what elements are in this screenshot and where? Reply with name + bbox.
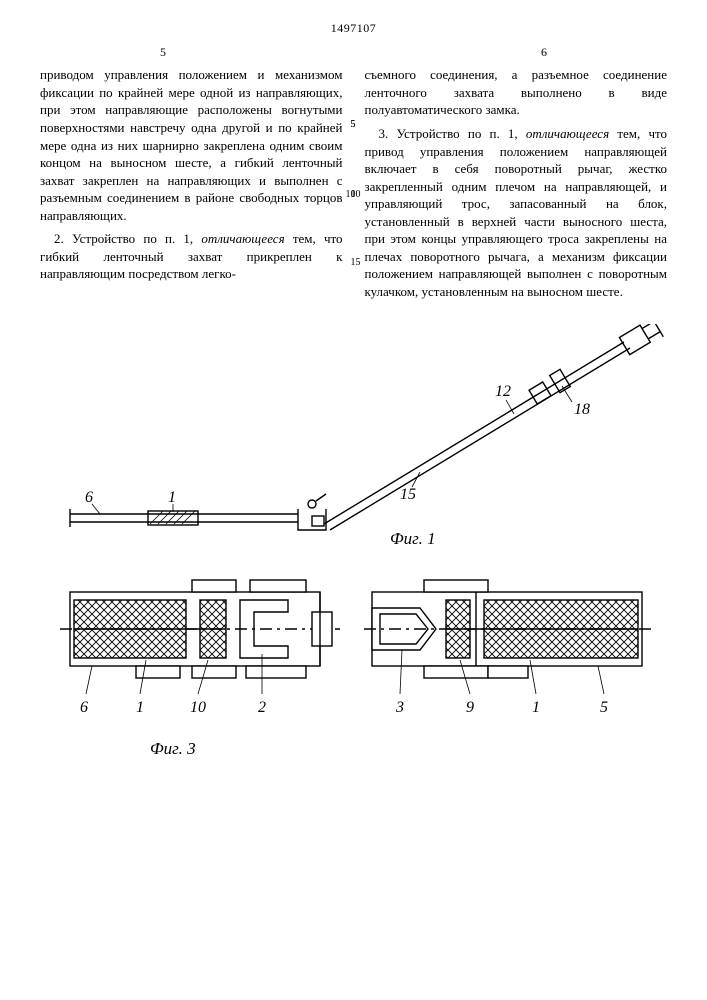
claim2-lead: 2. Устройство по п. 1, bbox=[54, 231, 201, 246]
fig3-ref-10: 10 bbox=[190, 699, 206, 716]
figure-3: 6 1 10 2 3 9 1 5 Фиг. 3 bbox=[40, 554, 667, 774]
line-mark-10b: 10 bbox=[351, 188, 361, 202]
column-left: приводом управления положением и механиз… bbox=[40, 66, 343, 306]
fig3-ref-1a: 1 bbox=[136, 699, 144, 716]
page-num-left: 5 bbox=[160, 44, 166, 60]
fig3-ref-5: 5 bbox=[600, 699, 608, 716]
figure-1: 6 1 15 12 18 Фиг. 1 bbox=[40, 324, 667, 554]
fig3-ref-9: 9 bbox=[466, 699, 474, 716]
fig3-ref-3: 3 bbox=[395, 699, 404, 716]
fig3-ref-1b: 1 bbox=[532, 699, 540, 716]
line-mark-15: 15 bbox=[351, 256, 361, 270]
page-numbers-row: 5 6 bbox=[40, 44, 667, 60]
fig1-ref-12: 12 bbox=[495, 383, 511, 400]
page-num-right: 6 bbox=[541, 44, 547, 60]
fig1-ref-18: 18 bbox=[574, 401, 590, 418]
col2-para1: съемного соединения, а разъемное соедине… bbox=[365, 66, 668, 119]
claim3-tail: тем, что привод управления положением на… bbox=[365, 126, 668, 299]
claim2-italic: отличающееся bbox=[201, 231, 284, 246]
fig1-ref-1: 1 bbox=[168, 489, 176, 506]
col1-para1: приводом управления положением и механиз… bbox=[40, 66, 343, 224]
fig1-ref-15: 15 bbox=[400, 486, 416, 503]
column-right: съемного соединения, а разъемное соедине… bbox=[365, 66, 668, 306]
fig1-label: Фиг. 1 bbox=[390, 529, 436, 548]
fig3-ref-2: 2 bbox=[258, 699, 266, 716]
line-mark-5b: 5 bbox=[351, 118, 356, 132]
fig1-ref-6: 6 bbox=[85, 489, 93, 506]
text-columns: приводом управления положением и механиз… bbox=[40, 66, 667, 306]
col2-para2: 3. Устройство по п. 1, отличающееся тем,… bbox=[365, 125, 668, 300]
figure-1-svg: 6 1 15 12 18 Фиг. 1 bbox=[40, 324, 667, 554]
figure-3-svg: 6 1 10 2 3 9 1 5 Фиг. 3 bbox=[40, 554, 667, 774]
claim3-lead: 3. Устройство по п. 1, bbox=[379, 126, 526, 141]
fig3-ref-6: 6 bbox=[80, 699, 88, 716]
claim3-italic: отличающееся bbox=[526, 126, 609, 141]
col1-para2: 2. Устройство по п. 1, отличающееся тем,… bbox=[40, 230, 343, 283]
fig3-label: Фиг. 3 bbox=[150, 739, 196, 758]
patent-number: 1497107 bbox=[40, 20, 667, 36]
